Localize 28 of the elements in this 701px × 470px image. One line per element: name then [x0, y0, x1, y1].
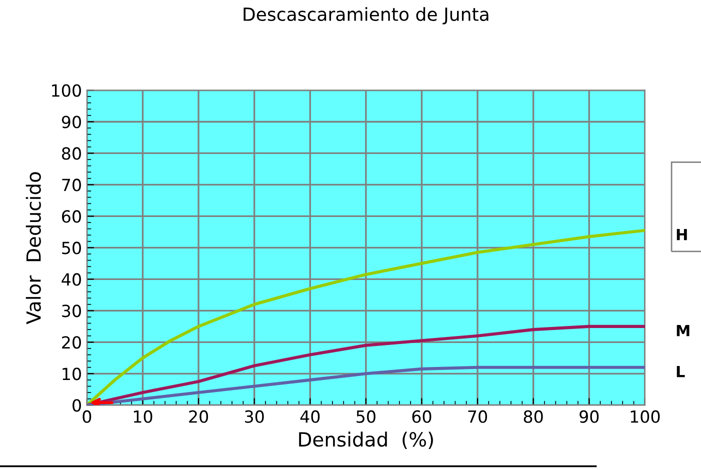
x-tick-label: 80 [524, 410, 543, 423]
x-tick-label: 90 [580, 410, 599, 423]
y-tick-label: 10 [62, 368, 81, 380]
x-tick-label: 20 [189, 410, 208, 423]
x-tick-label: 0 [82, 410, 92, 423]
x-tick-label: 60 [412, 410, 432, 423]
x-tick-label: 100 [630, 410, 660, 423]
y-tick-label: 80 [62, 147, 81, 160]
x-axis-title: Densidad (%) [299, 432, 433, 450]
x-tick-label: 50 [356, 410, 376, 423]
y-axis-title: Valor Deducido [26, 172, 41, 324]
text: M [676, 325, 690, 336]
y-tick-label: 70 [62, 178, 81, 192]
chart-title: Descascaramiento de Junta [244, 7, 488, 24]
x-tick-label: 70 [468, 410, 488, 423]
y-tick-label: 0 [72, 399, 81, 412]
y-tick-label: 20 [62, 336, 81, 349]
y-tick-label: 90 [62, 116, 81, 128]
y-tick-label: 50 [62, 242, 81, 254]
y-tick-label: 40 [62, 273, 81, 286]
x-tick-label: 10 [134, 410, 152, 423]
x-tick-label: 40 [300, 410, 320, 423]
y-tick-label: 30 [62, 304, 81, 318]
text: H [676, 229, 687, 240]
text: L [676, 366, 685, 378]
y-tick-label: 100 [52, 84, 81, 97]
y-tick-label: 60 [62, 210, 81, 223]
x-tick-label: 30 [244, 410, 264, 423]
